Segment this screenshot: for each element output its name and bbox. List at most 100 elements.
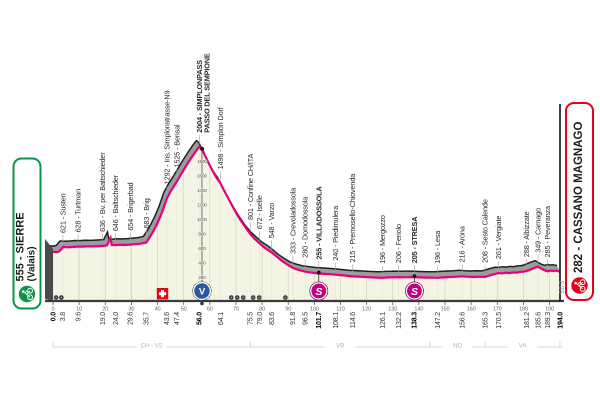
km-mark: 64.1 xyxy=(218,312,225,325)
km-mark: 91.8 xyxy=(290,312,297,325)
waypoint-label: 1292 - Ins. Simplonstrasse-N9 xyxy=(162,90,171,184)
region-label-bg xyxy=(325,341,356,349)
x-axis-tick-label: 150 xyxy=(441,307,450,313)
cyclist-icon xyxy=(576,279,586,292)
ruler-elevation-label: 200 xyxy=(198,275,206,280)
sprint-profile-dot xyxy=(316,270,321,275)
waypoint-label: 654 - Brigerbad xyxy=(126,182,135,230)
tunnel-icon-inner xyxy=(284,296,287,299)
ruler-elevation-label: 600 xyxy=(198,246,206,251)
ruler-elevation-label: 1000 xyxy=(197,217,207,222)
x-axis-tick-label: 0 xyxy=(52,307,55,313)
ruler-base-dot xyxy=(200,301,204,306)
waypoint-label: 261 - Vergiate xyxy=(494,216,503,259)
km-mark: 170.5 xyxy=(496,312,503,329)
ruler-elevation-label: 1800 xyxy=(197,159,207,164)
swiss-flag-cross-h xyxy=(158,292,167,296)
sprint-badge-letter: S xyxy=(411,286,418,298)
x-axis-tick-label: 40 xyxy=(155,307,161,313)
waypoint-label: 215 - Premosello-Chiovenda xyxy=(348,173,357,263)
waypoint-label: 196 - Lesa xyxy=(433,230,442,264)
km-mark: 43.6 xyxy=(164,312,171,325)
kom-badge xyxy=(192,281,212,301)
km-mark: 19.0 xyxy=(100,312,107,325)
ruler-elevation-label: 1600 xyxy=(197,174,207,179)
x-axis-tick-label: 180 xyxy=(519,307,528,313)
waypoint-label: PASSO DEL SEMPIONE xyxy=(203,53,212,133)
km-mark: 0.0 xyxy=(50,312,57,322)
tunnel-icon-inner xyxy=(230,296,233,299)
profile-line xyxy=(52,145,561,279)
waypoint-label: 208 - Sesto Calende xyxy=(480,199,489,263)
km-mark: 101.7 xyxy=(316,312,323,329)
sprint-badge xyxy=(310,282,328,300)
km-mark: 132.2 xyxy=(396,312,403,329)
start-label: 555 - SIERRE (Valais) xyxy=(12,157,42,310)
km-mark: 114.6 xyxy=(350,312,357,329)
x-axis-tick-label: 110 xyxy=(336,307,345,313)
waypoint-label: 285 - Peveranza xyxy=(543,205,552,257)
km-mark: 83.6 xyxy=(269,312,276,325)
km-mark: 35.7 xyxy=(144,312,151,325)
waypoint-label: 1525 - Berisal xyxy=(172,124,181,167)
km-mark: 79.0 xyxy=(257,312,264,325)
cyclist-head xyxy=(574,281,577,285)
km-mark: 56.0 xyxy=(197,312,204,325)
region-label: VA xyxy=(519,343,528,350)
ruler-elevation-label: 1200 xyxy=(197,203,207,208)
waypoint-label: 255 - VILLADOSSOLA xyxy=(314,186,323,260)
start-label-text: 555 - SIERRE (Valais) xyxy=(15,212,39,281)
waypoint-label: 206 - Feriolo xyxy=(394,224,403,263)
x-axis-tick-label: 90 xyxy=(285,307,291,313)
sprint-profile-dot xyxy=(412,274,417,279)
x-axis-tick-label: 80 xyxy=(259,307,265,313)
finish-label: 282 - CASSANO MAGNAGO xyxy=(565,102,594,301)
x-axis-tick-label: 140 xyxy=(414,307,423,313)
km-mark: 147.2 xyxy=(435,312,442,329)
waypoint-label: 2004 - SIMPLONPASS xyxy=(195,60,204,133)
region-label: VB xyxy=(336,343,344,350)
waypoint-label: 621 - Susten xyxy=(58,193,67,233)
start-cyclist-icon xyxy=(18,285,36,303)
km-mark: 9.6 xyxy=(75,312,82,322)
waypoint-label: 196 - Mergozzo xyxy=(378,215,387,264)
km-mark: 47.4 xyxy=(174,312,181,325)
profile-3d-ribbon xyxy=(50,140,560,278)
waypoint-label: 672 - Iselle xyxy=(255,195,264,229)
finish-cyclist-icon xyxy=(571,277,588,294)
waypoint-label: 240 - Piedimulera xyxy=(331,205,340,261)
waypoint-label: 288 - Albizzate xyxy=(522,211,531,257)
km-mark: 138.3 xyxy=(412,312,419,329)
tunnel-icon-inner xyxy=(258,296,261,299)
x-axis-tick-label: 130 xyxy=(388,307,397,313)
km-mark: 3.8 xyxy=(60,312,67,322)
profile-top-edge xyxy=(49,139,558,273)
tunnel-icon-inner xyxy=(252,296,255,299)
x-axis-tick-label: 60 xyxy=(207,307,213,313)
region-label: NO xyxy=(453,343,462,350)
cyclist-icon xyxy=(24,287,34,301)
waypoint-label: 801 - Confine CH/ITA xyxy=(246,153,255,219)
tunnel-icon-inner xyxy=(60,296,63,299)
waypoint-label: 1498 - Simplon Dorf xyxy=(216,106,225,169)
waypoint-label: 646 - Baltschieder xyxy=(111,174,120,231)
km-mark: 29.6 xyxy=(128,312,135,325)
profile-side-face xyxy=(45,239,53,301)
sprint-badge-outer-ring xyxy=(405,281,424,301)
x-axis-tick-label: 120 xyxy=(362,307,371,313)
tunnel-icon-inner xyxy=(236,296,239,299)
ruler-elevation-label: 1400 xyxy=(197,188,207,193)
waypoint-label: 333 - Crevoladossola xyxy=(288,187,297,254)
km-mark: 194.0 xyxy=(557,312,564,329)
region-label-bg xyxy=(136,341,167,349)
ruler-elevation-label: 800 xyxy=(198,232,206,237)
waypoint-label: 216 - Arona xyxy=(458,225,467,262)
x-axis-tick-label: 20 xyxy=(102,307,108,313)
kom-badge-letter: V xyxy=(199,286,206,297)
sprint-badge-outer-ring xyxy=(309,281,329,301)
km-mark: 189.3 xyxy=(545,312,552,329)
x-axis-tick-label: 170 xyxy=(493,307,502,313)
km-mark: 24.0 xyxy=(113,312,120,325)
